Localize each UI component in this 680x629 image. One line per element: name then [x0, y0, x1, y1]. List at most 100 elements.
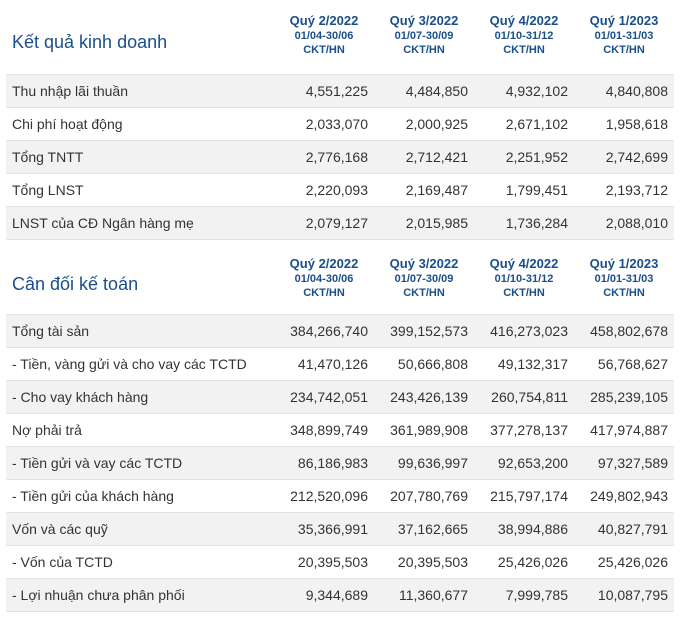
date-range: 01/10-31/12	[494, 272, 554, 285]
cell-value: 97,327,589	[574, 446, 674, 480]
cell-value: 416,273,023	[474, 314, 574, 348]
cell-value: 38,994,886	[474, 512, 574, 546]
cell-value: 92,653,200	[474, 446, 574, 480]
quarter-label[interactable]: Quý 2/2022	[289, 13, 359, 28]
table-header-row: Cân đối kế toán Quý 2/2022 01/04-30/06 C…	[6, 255, 674, 315]
cell-value: 2,088,010	[574, 205, 674, 240]
column-header[interactable]: Quý 2/2022 01/04-30/06 CKT/HN	[274, 12, 374, 74]
cell-value: 1,958,618	[574, 106, 674, 140]
unit-label: CKT/HN	[503, 286, 545, 299]
row-label[interactable]: Vốn và các quỹ	[6, 512, 274, 546]
cell-value: 20,395,503	[374, 545, 474, 579]
column-header[interactable]: Quý 4/2022 01/10-31/12 CKT/HN	[474, 12, 574, 74]
row-label[interactable]: Tổng TNTT	[6, 139, 274, 173]
column-header[interactable]: Quý 3/2022 01/07-30/09 CKT/HN	[374, 12, 474, 74]
row-label[interactable]: - Tiền, vàng gửi và cho vay các TCTD	[6, 347, 274, 381]
cell-value: 348,899,749	[274, 413, 374, 447]
table-row: Chi phí hoạt động 2,033,070 2,000,925 2,…	[6, 106, 674, 140]
cell-value: 2,712,421	[374, 139, 474, 173]
row-label[interactable]: - Lợi nhuận chưa phân phối	[6, 578, 274, 612]
cell-value: 2,251,952	[474, 139, 574, 173]
row-label[interactable]: Tổng tài sản	[6, 314, 274, 348]
row-label[interactable]: - Tiền gửi và vay các TCTD	[6, 446, 274, 480]
table-row: Vốn và các quỹ 35,366,991 37,162,665 38,…	[6, 512, 674, 546]
cell-value: 2,193,712	[574, 172, 674, 206]
table-row: - Tiền gửi của khách hàng 212,520,096 20…	[6, 479, 674, 513]
cell-value: 2,742,699	[574, 139, 674, 173]
unit-label: CKT/HN	[603, 44, 645, 56]
row-label[interactable]: Thu nhập lãi thuần	[6, 73, 274, 107]
cell-value: 2,015,985	[374, 205, 474, 240]
unit-label: CKT/HN	[503, 44, 545, 56]
cell-value: 2,169,487	[374, 172, 474, 206]
quarter-label[interactable]: Quý 1/2023	[589, 255, 659, 271]
column-header[interactable]: Quý 4/2022 01/10-31/12 CKT/HN	[474, 255, 574, 315]
financial-summary: Kết quả kinh doanh Quý 2/2022 01/04-30/0…	[0, 12, 680, 612]
date-range: 01/01-31/03	[594, 272, 654, 285]
cell-value: 417,974,887	[574, 413, 674, 447]
cell-value: 86,186,983	[274, 446, 374, 480]
cell-value: 9,344,689	[274, 578, 374, 612]
date-range: 01/07-30/09	[394, 30, 454, 42]
cell-value: 25,426,026	[574, 545, 674, 579]
cell-value: 2,776,168	[274, 139, 374, 173]
cell-value: 99,636,997	[374, 446, 474, 480]
cell-value: 4,840,808	[574, 73, 674, 107]
cell-value: 249,802,943	[574, 479, 674, 513]
quarter-label[interactable]: Quý 4/2022	[489, 255, 559, 271]
cell-value: 377,278,137	[474, 413, 574, 447]
column-header[interactable]: Quý 1/2023 01/01-31/03 CKT/HN	[574, 12, 674, 74]
row-label[interactable]: Nợ phải trả	[6, 413, 274, 447]
row-label[interactable]: Tổng LNST	[6, 172, 274, 206]
cell-value: 1,736,284	[474, 205, 574, 240]
table-header-row: Kết quả kinh doanh Quý 2/2022 01/04-30/0…	[6, 12, 674, 74]
cell-value: 2,220,093	[274, 172, 374, 206]
cell-value: 4,932,102	[474, 73, 574, 107]
cell-value: 37,162,665	[374, 512, 474, 546]
date-range: 01/10-31/12	[494, 30, 554, 42]
cell-value: 35,366,991	[274, 512, 374, 546]
quarter-label[interactable]: Quý 4/2022	[489, 13, 559, 28]
cell-value: 40,827,791	[574, 512, 674, 546]
balance-sheet-table: Cân đối kế toán Quý 2/2022 01/04-30/06 C…	[6, 255, 674, 612]
row-label[interactable]: LNST của CĐ Ngân hàng mẹ	[6, 205, 274, 240]
cell-value: 25,426,026	[474, 545, 574, 579]
column-header[interactable]: Quý 3/2022 01/07-30/09 CKT/HN	[374, 255, 474, 315]
unit-label: CKT/HN	[403, 44, 445, 56]
date-range: 01/04-30/06	[294, 30, 354, 42]
cell-value: 49,132,317	[474, 347, 574, 381]
date-range: 01/07-30/09	[394, 272, 454, 285]
row-label[interactable]: - Tiền gửi của khách hàng	[6, 479, 274, 513]
cell-value: 384,266,740	[274, 314, 374, 348]
quarter-label[interactable]: Quý 1/2023	[589, 13, 659, 28]
table-row: Tổng LNST 2,220,093 2,169,487 1,799,451 …	[6, 172, 674, 206]
table-row: Tổng tài sản 384,266,740 399,152,573 416…	[6, 314, 674, 348]
cell-value: 20,395,503	[274, 545, 374, 579]
table-row: - Tiền, vàng gửi và cho vay các TCTD 41,…	[6, 347, 674, 381]
business-results-table: Kết quả kinh doanh Quý 2/2022 01/04-30/0…	[6, 12, 674, 240]
unit-label: CKT/HN	[403, 286, 445, 299]
cell-value: 1,799,451	[474, 172, 574, 206]
cell-value: 361,989,908	[374, 413, 474, 447]
row-label[interactable]: - Vốn của TCTD	[6, 545, 274, 579]
quarter-label[interactable]: Quý 3/2022	[389, 255, 459, 271]
cell-value: 2,079,127	[274, 205, 374, 240]
unit-label: CKT/HN	[603, 286, 645, 299]
cell-value: 2,033,070	[274, 106, 374, 140]
table-row: Nợ phải trả 348,899,749 361,989,908 377,…	[6, 413, 674, 447]
cell-value: 458,802,678	[574, 314, 674, 348]
cell-value: 41,470,126	[274, 347, 374, 381]
row-label[interactable]: Chi phí hoạt động	[6, 106, 274, 140]
cell-value: 260,754,811	[474, 380, 574, 414]
quarter-label[interactable]: Quý 3/2022	[389, 13, 459, 28]
unit-label: CKT/HN	[303, 44, 345, 56]
table-row: - Tiền gửi và vay các TCTD 86,186,983 99…	[6, 446, 674, 480]
cell-value: 215,797,174	[474, 479, 574, 513]
column-header[interactable]: Quý 1/2023 01/01-31/03 CKT/HN	[574, 255, 674, 315]
cell-value: 243,426,139	[374, 380, 474, 414]
quarter-label[interactable]: Quý 2/2022	[289, 255, 359, 271]
cell-value: 10,087,795	[574, 578, 674, 612]
row-label[interactable]: - Cho vay khách hàng	[6, 380, 274, 414]
column-header[interactable]: Quý 2/2022 01/04-30/06 CKT/HN	[274, 255, 374, 315]
cell-value: 212,520,096	[274, 479, 374, 513]
